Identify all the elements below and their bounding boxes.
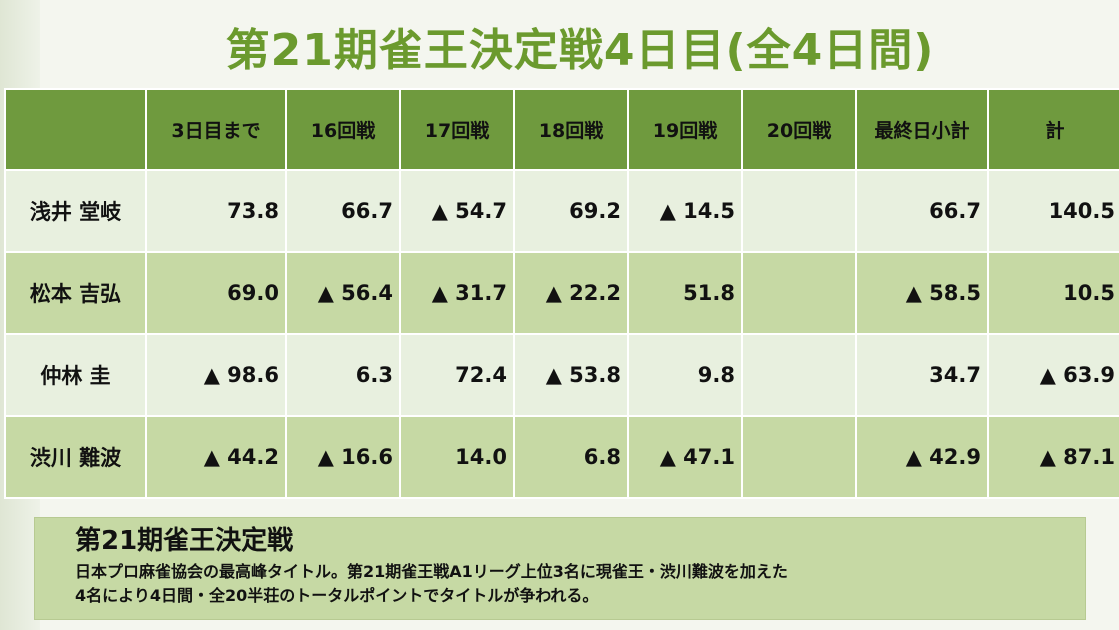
score-cell: 66.7 <box>285 169 401 253</box>
score-cell: 14.0 <box>399 415 515 499</box>
score-cell: ▲ 31.7 <box>399 251 515 335</box>
score-cell: ▲ 53.8 <box>513 333 629 417</box>
score-cell: ▲ 44.2 <box>145 415 287 499</box>
score-cell: ▲ 22.2 <box>513 251 629 335</box>
score-cell: 10.5 <box>987 251 1119 335</box>
table-row: 仲林 圭 ▲ 98.6 6.3 72.4 ▲ 53.8 9.8 34.7 ▲ 6… <box>4 333 1119 417</box>
score-cell: 140.5 <box>987 169 1119 253</box>
score-table: 3日目まで 16回戦 17回戦 18回戦 19回戦 20回戦 最終日小計 計 浅… <box>4 88 1119 499</box>
table-row: 松本 吉弘 69.0 ▲ 56.4 ▲ 31.7 ▲ 22.2 51.8 ▲ 5… <box>4 251 1119 335</box>
score-cell <box>741 333 857 417</box>
score-cell: 51.8 <box>627 251 743 335</box>
score-cell: 9.8 <box>627 333 743 417</box>
header-cell-game19: 19回戦 <box>627 88 743 171</box>
table-row: 渋川 難波 ▲ 44.2 ▲ 16.6 14.0 6.8 ▲ 47.1 ▲ 42… <box>4 415 1119 499</box>
info-line-2: 4名により4日間・全20半荘のトータルポイントでタイトルが争われる。 <box>75 586 599 605</box>
score-cell: ▲ 58.5 <box>855 251 989 335</box>
score-cell: 69.2 <box>513 169 629 253</box>
header-cell-game17: 17回戦 <box>399 88 515 171</box>
score-cell: 34.7 <box>855 333 989 417</box>
score-cell: 6.8 <box>513 415 629 499</box>
score-cell: 69.0 <box>145 251 287 335</box>
score-cell <box>741 169 857 253</box>
header-cell-total: 計 <box>987 88 1119 171</box>
score-cell: ▲ 47.1 <box>627 415 743 499</box>
info-line-1: 日本プロ麻雀協会の最高峰タイトル。第21期雀王戦A1リーグ上位3名に現雀王・渋川… <box>75 562 788 581</box>
header-cell-game16: 16回戦 <box>285 88 401 171</box>
score-cell <box>741 415 857 499</box>
score-cell: ▲ 42.9 <box>855 415 989 499</box>
info-box: 第21期雀王決定戦 日本プロ麻雀協会の最高峰タイトル。第21期雀王戦A1リーグ上… <box>34 517 1086 620</box>
header-cell-day3: 3日目まで <box>145 88 287 171</box>
score-cell: ▲ 54.7 <box>399 169 515 253</box>
score-cell: 72.4 <box>399 333 515 417</box>
score-cell: ▲ 63.9 <box>987 333 1119 417</box>
header-cell-game20: 20回戦 <box>741 88 857 171</box>
player-name: 松本 吉弘 <box>4 251 147 335</box>
player-name: 渋川 難波 <box>4 415 147 499</box>
header-cell-blank <box>4 88 147 171</box>
score-cell <box>741 251 857 335</box>
player-name: 仲林 圭 <box>4 333 147 417</box>
score-cell: 73.8 <box>145 169 287 253</box>
score-cell: ▲ 14.5 <box>627 169 743 253</box>
score-cell: ▲ 98.6 <box>145 333 287 417</box>
page-title: 第21期雀王決定戦4日目(全4日間) <box>225 25 935 76</box>
info-heading: 第21期雀王決定戦 <box>75 526 294 556</box>
score-cell: 6.3 <box>285 333 401 417</box>
info-description: 日本プロ麻雀協会の最高峰タイトル。第21期雀王戦A1リーグ上位3名に現雀王・渋川… <box>75 560 1085 608</box>
player-name: 浅井 堂岐 <box>4 169 147 253</box>
score-cell: 66.7 <box>855 169 989 253</box>
table-row: 浅井 堂岐 73.8 66.7 ▲ 54.7 69.2 ▲ 14.5 66.7 … <box>4 169 1119 253</box>
score-cell: ▲ 87.1 <box>987 415 1119 499</box>
header-cell-game18: 18回戦 <box>513 88 629 171</box>
score-cell: ▲ 16.6 <box>285 415 401 499</box>
score-cell: ▲ 56.4 <box>285 251 401 335</box>
header-row: 3日目まで 16回戦 17回戦 18回戦 19回戦 20回戦 最終日小計 計 <box>4 88 1119 171</box>
header-cell-subtotal: 最終日小計 <box>855 88 989 171</box>
